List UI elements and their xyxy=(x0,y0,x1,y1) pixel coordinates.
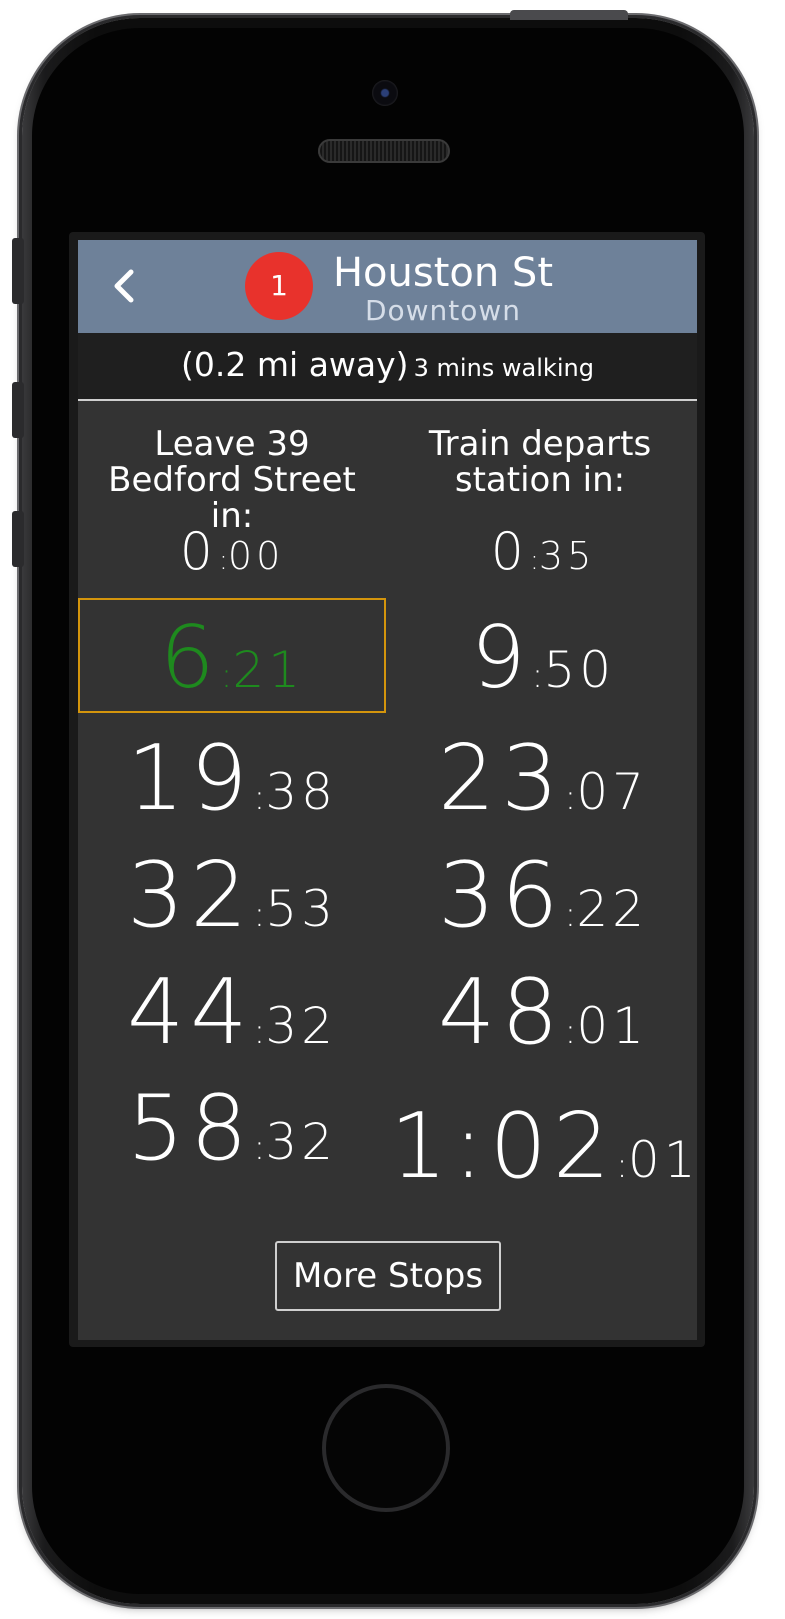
time-seconds: 53 xyxy=(265,880,337,938)
time-separator: : xyxy=(253,1012,266,1052)
leave-time-3: 32:53 xyxy=(82,843,382,948)
more-stops-button[interactable]: More Stops xyxy=(275,1241,501,1311)
volume-up-button xyxy=(12,382,24,438)
home-button[interactable] xyxy=(322,1384,450,1512)
time-separator: : xyxy=(253,895,266,935)
time-separator: : xyxy=(564,778,577,818)
time-seconds: 07 xyxy=(576,763,648,821)
time-seconds: 01 xyxy=(627,1131,697,1189)
leave-time-2: 19:38 xyxy=(82,726,382,831)
time-minutes: 36 xyxy=(438,843,565,948)
time-seconds: 50 xyxy=(543,641,616,699)
time-separator: : xyxy=(529,545,539,576)
time-minutes: 32 xyxy=(127,843,254,948)
leave-column-header: Leave 39 Bedford Street in: xyxy=(108,424,356,536)
train-time-3: 36:22 xyxy=(390,843,696,948)
station-header: 1 Houston St Downtown xyxy=(78,240,697,333)
time-separator: : xyxy=(220,656,233,696)
speaker-grille xyxy=(318,139,450,163)
station-name: Houston St xyxy=(332,250,554,296)
leave-time-4: 44:32 xyxy=(82,960,382,1065)
train-time-5: 1:02:01 xyxy=(390,1094,696,1199)
back-button[interactable] xyxy=(106,266,146,306)
time-separator: : xyxy=(531,656,544,696)
train-time-2: 23:07 xyxy=(390,726,696,831)
time-minutes: 0 xyxy=(179,522,219,582)
time-minutes: 6 xyxy=(159,608,221,708)
chevron-left-icon xyxy=(114,269,134,303)
time-seconds: 32 xyxy=(265,1113,337,1171)
volume-down-button xyxy=(12,511,24,567)
time-separator: : xyxy=(616,1146,628,1186)
time-seconds: 21 xyxy=(232,641,305,699)
leave-time-0: 0:00 xyxy=(82,522,382,582)
leave-time-5: 58:32 xyxy=(82,1076,382,1181)
time-separator: : xyxy=(253,1128,266,1168)
distance-text: (0.2 mi away) xyxy=(181,345,409,384)
train-column-header: Train departs station in: xyxy=(428,424,652,500)
time-minutes: 23 xyxy=(438,726,565,831)
time-minutes: 19 xyxy=(127,726,254,831)
time-minutes: 9 xyxy=(470,608,532,708)
train-time-1: 9:50 xyxy=(390,608,696,708)
time-separator: : xyxy=(564,895,577,935)
station-direction: Downtown xyxy=(364,294,522,327)
time-minutes: 0 xyxy=(490,522,530,582)
time-seconds: 22 xyxy=(576,880,648,938)
selected-time-highlight xyxy=(78,598,386,713)
leave-time-1: 6:21 xyxy=(82,608,382,708)
app-screen: 1 Houston St Downtown (0.2 mi away) 3 mi… xyxy=(78,240,697,1340)
route-badge: 1 xyxy=(245,252,313,320)
time-seconds: 00 xyxy=(227,534,285,578)
time-separator: : xyxy=(218,545,228,576)
time-seconds: 38 xyxy=(265,763,337,821)
train-time-0: 0:35 xyxy=(390,522,696,582)
time-seconds: 35 xyxy=(538,534,596,578)
time-minutes: 48 xyxy=(438,960,565,1065)
time-minutes: 44 xyxy=(127,960,254,1065)
camera-icon xyxy=(372,80,398,106)
power-button xyxy=(510,10,628,20)
time-minutes: 58 xyxy=(127,1076,254,1181)
mute-switch xyxy=(12,238,24,304)
distance-bar: (0.2 mi away) 3 mins walking xyxy=(78,333,697,401)
time-separator: : xyxy=(564,1012,577,1052)
walking-time: 3 mins walking xyxy=(413,354,594,382)
train-time-4: 48:01 xyxy=(390,960,696,1065)
time-minutes: 1:02 xyxy=(390,1094,617,1199)
time-seconds: 32 xyxy=(265,997,337,1055)
time-separator: : xyxy=(253,778,266,818)
time-seconds: 01 xyxy=(576,997,648,1055)
